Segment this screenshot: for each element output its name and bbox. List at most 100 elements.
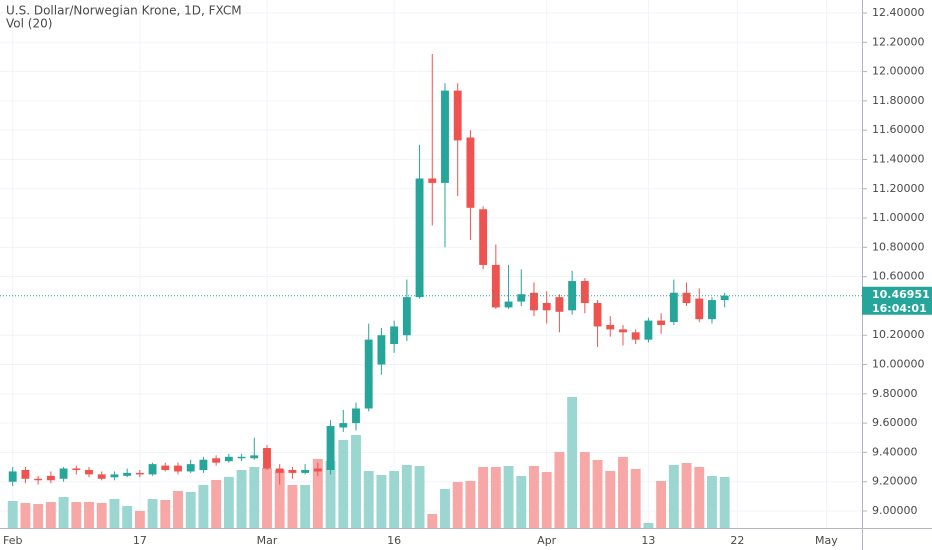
candle-body [466, 137, 475, 208]
y-tick-label: 9.40000 [872, 445, 918, 458]
candle-body [8, 471, 17, 482]
candle-body [542, 303, 551, 311]
candle-body [453, 90, 462, 141]
candle-body [682, 292, 691, 304]
volume-bar [554, 452, 565, 528]
candle-body [364, 339, 373, 409]
volume-bar [605, 471, 616, 528]
y-tick-label: 10.00000 [872, 358, 925, 371]
volume-bar [147, 499, 158, 528]
volume-bar [516, 476, 527, 528]
candle-body [237, 456, 246, 459]
candle-body [110, 474, 119, 478]
volume-bar [338, 440, 349, 528]
y-tick-label: 9.00000 [872, 504, 918, 517]
candle-body [135, 472, 144, 475]
candle-body [352, 408, 360, 424]
volume-bar [719, 477, 730, 528]
volume-bar [236, 470, 247, 528]
candle-body [174, 465, 182, 472]
x-tick-label: Mar [257, 534, 278, 547]
candle-body [250, 455, 259, 459]
volume-bar [579, 452, 590, 528]
y-tick-label: 9.20000 [872, 475, 918, 488]
candle-body [695, 298, 704, 320]
candle-body [301, 469, 310, 473]
candle-body [555, 297, 564, 312]
volume-bar [465, 481, 476, 528]
last-price-label: 10.46951 [872, 288, 930, 301]
volume-bar [274, 470, 285, 528]
x-tick-label: Apr [537, 534, 557, 547]
volume-bar [618, 457, 628, 528]
candle-body [504, 301, 513, 308]
volume-bar [198, 485, 209, 528]
volume-bar [71, 502, 82, 528]
y-tick-label: 11.60000 [872, 123, 925, 136]
candle-body [288, 469, 297, 473]
volume-bar [707, 476, 717, 528]
candle-body [263, 448, 271, 469]
candle-body [657, 320, 666, 325]
y-tick-label: 10.80000 [872, 240, 925, 253]
candle-body [619, 329, 627, 333]
volume-bar [160, 500, 171, 528]
volume-bar [134, 511, 145, 528]
volume-bar [96, 503, 107, 528]
volume-bar [300, 485, 311, 528]
x-tick-label: 17 [133, 534, 147, 547]
candle-body [631, 332, 640, 340]
volume-bar [643, 523, 654, 528]
volume-bar [656, 481, 667, 528]
volume-bar [427, 514, 438, 528]
x-tick-label: 13 [641, 534, 655, 547]
candle-body [644, 320, 653, 340]
volume-bar [223, 477, 234, 528]
y-tick-label: 11.00000 [872, 211, 925, 224]
volume-bar [58, 497, 69, 528]
candle-body [441, 90, 449, 183]
y-tick-label: 12.40000 [872, 6, 925, 19]
volume-bar [401, 465, 412, 528]
y-tick-label: 9.80000 [872, 387, 918, 400]
candle-body [479, 209, 488, 265]
candle-body [377, 335, 386, 365]
candle-body [72, 468, 81, 470]
volume-bar [7, 501, 18, 528]
volume-bar [490, 467, 501, 528]
x-tick-label: Feb [3, 534, 22, 547]
candle-body [606, 324, 615, 330]
candle-body [275, 468, 284, 473]
volume-bar [541, 472, 552, 528]
y-tick-label: 10.60000 [872, 270, 925, 283]
y-tick-label: 11.80000 [872, 94, 925, 107]
y-tick-label: 9.60000 [872, 416, 918, 429]
candle-body [224, 456, 233, 462]
candle-body [708, 300, 716, 320]
chart-title: U.S. Dollar/Norwegian Krone, 1D, FXCM [6, 4, 242, 18]
volume-bar [389, 471, 400, 528]
volume-bar [325, 461, 336, 528]
y-tick-label: 10.20000 [872, 328, 925, 341]
volume-bar [262, 468, 272, 528]
x-tick-label: May [815, 534, 838, 547]
volume-bar [109, 499, 120, 528]
candle-body [339, 423, 348, 428]
volume-bar [84, 502, 94, 528]
candle-body [415, 178, 424, 298]
candle-body [148, 464, 157, 475]
volume-bar [211, 480, 222, 528]
volume-bar [440, 489, 450, 528]
x-tick-label: 22 [730, 534, 744, 547]
volume-bar [45, 502, 56, 528]
candle-body [59, 468, 68, 479]
y-tick-label: 12.20000 [872, 35, 925, 48]
volume-bar [452, 482, 463, 528]
last-price-box [862, 286, 932, 315]
volume-bar [592, 460, 603, 528]
candle-body [568, 281, 577, 311]
volume-bar [567, 397, 578, 528]
candle-body [34, 478, 43, 481]
y-tick-label: 11.40000 [872, 152, 925, 165]
